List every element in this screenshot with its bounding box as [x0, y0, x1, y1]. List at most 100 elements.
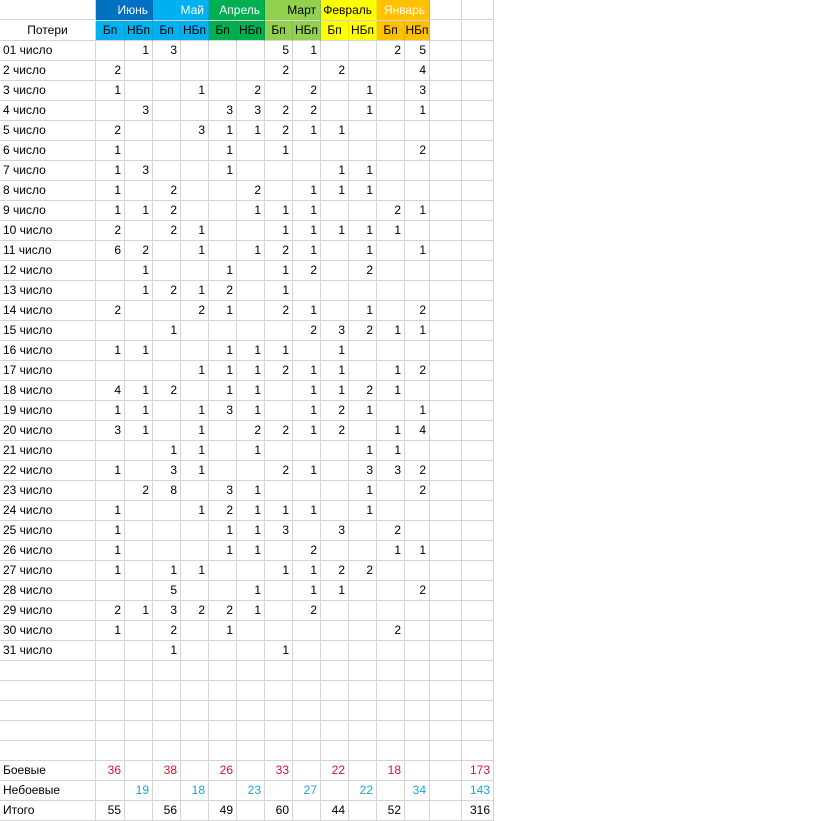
value-cell[interactable]	[153, 421, 181, 441]
row-label[interactable]: 01 число	[0, 41, 96, 61]
empty-cell[interactable]	[430, 661, 462, 681]
value-cell[interactable]: 8	[153, 481, 181, 501]
value-cell[interactable]	[377, 81, 405, 101]
empty-cell[interactable]	[462, 301, 494, 321]
value-cell[interactable]: 2	[293, 101, 321, 121]
value-cell[interactable]	[181, 61, 209, 81]
value-cell[interactable]	[181, 481, 209, 501]
value-cell[interactable]: 2	[265, 61, 293, 81]
row-label[interactable]: 6 число	[0, 141, 96, 161]
value-cell[interactable]: 1	[293, 241, 321, 261]
value-cell[interactable]: 2	[96, 601, 125, 621]
summary-value[interactable]: 33	[265, 761, 293, 781]
value-cell[interactable]: 1	[237, 501, 265, 521]
value-cell[interactable]	[237, 561, 265, 581]
value-cell[interactable]: 3	[265, 521, 293, 541]
value-cell[interactable]	[349, 421, 377, 441]
value-cell[interactable]	[96, 441, 125, 461]
value-cell[interactable]: 1	[209, 261, 237, 281]
value-cell[interactable]	[349, 621, 377, 641]
value-cell[interactable]	[405, 261, 430, 281]
value-cell[interactable]	[377, 561, 405, 581]
corner-cell-top[interactable]	[0, 0, 96, 20]
empty-cell[interactable]	[377, 681, 405, 701]
empty-cell[interactable]	[430, 761, 462, 781]
value-cell[interactable]: 1	[349, 161, 377, 181]
value-cell[interactable]: 1	[293, 121, 321, 141]
empty-cell[interactable]	[430, 421, 462, 441]
value-cell[interactable]: 2	[321, 61, 349, 81]
empty-cell[interactable]	[430, 121, 462, 141]
value-cell[interactable]	[153, 341, 181, 361]
value-cell[interactable]	[349, 281, 377, 301]
empty-cell[interactable]	[96, 681, 125, 701]
empty-cell[interactable]	[430, 741, 462, 761]
empty-cell[interactable]	[462, 361, 494, 381]
value-cell[interactable]: 2	[265, 461, 293, 481]
value-cell[interactable]: 1	[293, 421, 321, 441]
value-cell[interactable]: 1	[265, 141, 293, 161]
empty-cell[interactable]	[430, 241, 462, 261]
sub-header-bp[interactable]: Бп	[321, 21, 349, 41]
value-cell[interactable]	[209, 241, 237, 261]
value-cell[interactable]	[405, 221, 430, 241]
row-label[interactable]: 9 число	[0, 201, 96, 221]
row-label[interactable]: 22 число	[0, 461, 96, 481]
value-cell[interactable]	[209, 181, 237, 201]
value-cell[interactable]	[96, 641, 125, 661]
empty-cell[interactable]	[430, 261, 462, 281]
summary-value[interactable]: 27	[293, 781, 321, 801]
row-label[interactable]: 13 число	[0, 281, 96, 301]
value-cell[interactable]: 2	[293, 541, 321, 561]
month-header-5[interactable]: Февраль	[321, 0, 377, 21]
empty-cell[interactable]	[125, 721, 153, 741]
value-cell[interactable]	[321, 461, 349, 481]
empty-cell[interactable]	[430, 401, 462, 421]
summary-value[interactable]: 18	[181, 781, 209, 801]
value-cell[interactable]: 1	[377, 381, 405, 401]
value-cell[interactable]: 3	[209, 101, 237, 121]
sub-header-bp[interactable]: Бп	[209, 21, 237, 41]
value-cell[interactable]	[181, 141, 209, 161]
empty-cell[interactable]	[209, 661, 237, 681]
value-cell[interactable]: 1	[96, 181, 125, 201]
value-cell[interactable]: 1	[181, 421, 209, 441]
empty-cell[interactable]	[430, 81, 462, 101]
summary-value[interactable]: 52	[377, 801, 405, 821]
value-cell[interactable]	[125, 301, 153, 321]
value-cell[interactable]: 2	[153, 181, 181, 201]
value-cell[interactable]: 1	[265, 561, 293, 581]
value-cell[interactable]	[405, 161, 430, 181]
value-cell[interactable]	[181, 41, 209, 61]
empty-cell[interactable]	[462, 701, 494, 721]
value-cell[interactable]	[349, 201, 377, 221]
value-cell[interactable]: 3	[237, 101, 265, 121]
value-cell[interactable]	[293, 141, 321, 161]
empty-cell[interactable]	[462, 201, 494, 221]
value-cell[interactable]: 2	[265, 421, 293, 441]
value-cell[interactable]	[237, 61, 265, 81]
value-cell[interactable]: 1	[265, 261, 293, 281]
value-cell[interactable]: 2	[293, 81, 321, 101]
empty-cell[interactable]	[462, 721, 494, 741]
empty-cell[interactable]	[462, 661, 494, 681]
value-cell[interactable]	[377, 301, 405, 321]
value-cell[interactable]: 3	[377, 461, 405, 481]
value-cell[interactable]: 1	[293, 581, 321, 601]
empty-cell[interactable]	[405, 721, 430, 741]
value-cell[interactable]	[321, 501, 349, 521]
value-cell[interactable]	[96, 101, 125, 121]
summary-value[interactable]	[181, 761, 209, 781]
value-cell[interactable]: 2	[405, 581, 430, 601]
value-cell[interactable]: 2	[321, 561, 349, 581]
value-cell[interactable]: 1	[265, 221, 293, 241]
value-cell[interactable]: 1	[237, 541, 265, 561]
value-cell[interactable]	[209, 221, 237, 241]
value-cell[interactable]: 2	[405, 141, 430, 161]
sub-header-nbp[interactable]: НБп	[237, 21, 265, 41]
empty-cell[interactable]	[96, 701, 125, 721]
value-cell[interactable]: 1	[237, 241, 265, 261]
value-cell[interactable]	[377, 121, 405, 141]
empty-cell[interactable]	[349, 681, 377, 701]
value-cell[interactable]: 1	[293, 401, 321, 421]
